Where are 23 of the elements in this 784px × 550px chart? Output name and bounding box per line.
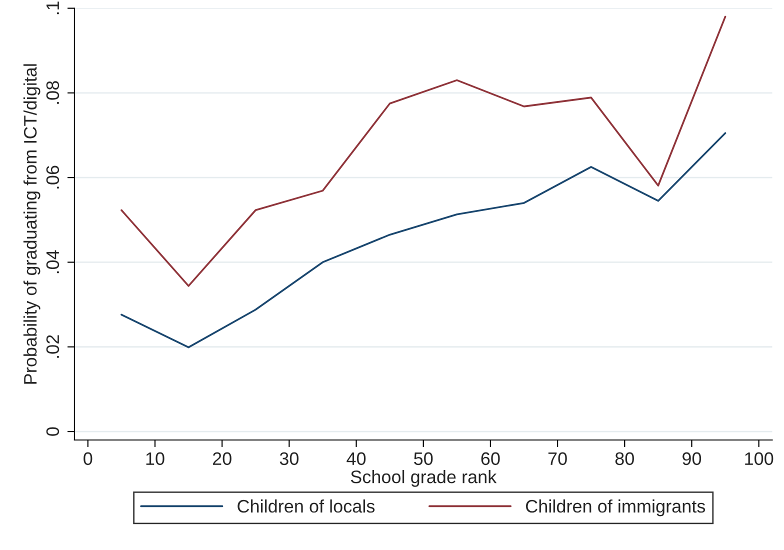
x-tick-label: 10 (146, 452, 164, 466)
y-tick-label: .04 (46, 250, 60, 274)
x-tick-label: 90 (682, 452, 702, 466)
legend-label: Children of immigrants (526, 499, 706, 516)
x-tick-label: 70 (548, 452, 567, 466)
x-tick-label: 30 (280, 452, 299, 466)
x-tick-label: 40 (346, 452, 366, 466)
y-tick-label: .06 (46, 166, 60, 188)
x-tick-label: 50 (414, 452, 433, 466)
y-tick-label: .02 (46, 335, 60, 358)
y-axis-title: Probability of graduating from ICT/digital (23, 64, 40, 384)
x-axis-title: School grade rank (350, 470, 497, 487)
x-tick-label: 100 (745, 452, 774, 466)
y-tick-label: .08 (46, 81, 60, 104)
y-tick-label: 0 (46, 427, 60, 436)
x-tick-label: 20 (212, 452, 232, 466)
line-series (120, 132, 726, 348)
line-series (120, 16, 726, 287)
x-tick-label: 80 (615, 452, 634, 466)
x-tick-label: 0 (84, 452, 92, 466)
y-tick-label: .1 (46, 2, 59, 14)
x-tick-label: 60 (481, 452, 500, 466)
legend-label: Children of locals (238, 499, 375, 513)
